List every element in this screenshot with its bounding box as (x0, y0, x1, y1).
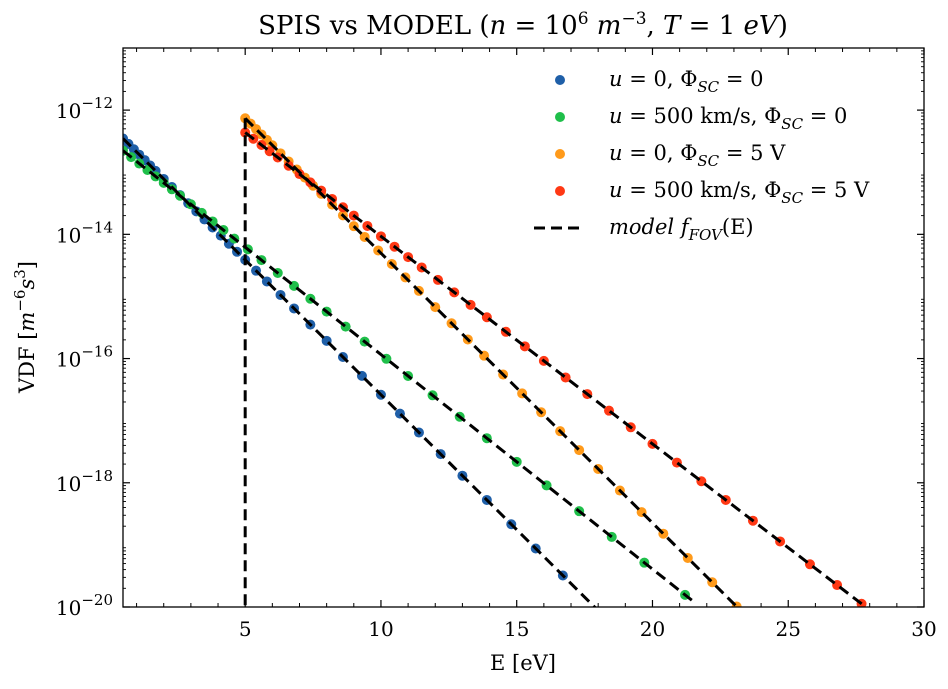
y-tick-label: 10−18 (56, 467, 113, 496)
model-line (244, 117, 740, 607)
y-ticks: 10−20 10−18 10−16 10−14 10−12 (56, 50, 924, 620)
x-tick-label: 15 (504, 617, 529, 641)
legend: u = 0, ΦSC = 0 u = 500 km/s, ΦSC = 0 u = 0… (534, 67, 870, 244)
y-tick-label: 10−16 (56, 343, 113, 372)
y-tick-label: 10−12 (56, 94, 113, 123)
x-tick-label: 10 (368, 617, 393, 641)
plot-frame (122, 47, 925, 608)
legend-marker (555, 75, 565, 85)
legend-marker (555, 186, 565, 196)
y-tick-label: 10−14 (56, 218, 113, 247)
legend-marker (555, 112, 565, 122)
x-axis-label: E [eV] (490, 651, 556, 675)
legend-label: u = 500 km/s, ΦSC = 0 (609, 104, 847, 133)
model-line (123, 137, 597, 607)
plot-area (123, 113, 869, 618)
x-tick-label: 25 (776, 617, 801, 641)
y-tick-label: 10−20 (56, 591, 113, 620)
legend-label: u = 0, ΦSC = 5 V (609, 141, 786, 170)
x-ticks: 5 10 15 20 25 30 (136, 48, 937, 641)
model-layer (123, 117, 869, 607)
x-tick-label: 5 (239, 617, 252, 641)
model-line (244, 131, 869, 607)
legend-label: u = 500 km/s, ΦSC = 5 V (609, 178, 870, 207)
chart-title: SPIS vs MODEL (n = 106 m−3, T = 1 eV) (258, 9, 788, 41)
y-axis-label: VDF [m−6s3] (11, 261, 39, 394)
model-line (123, 149, 695, 603)
data-point (596, 608, 606, 618)
x-tick-label: 30 (911, 617, 936, 641)
legend-label: u = 0, ΦSC = 0 (609, 67, 763, 96)
legend-marker (555, 149, 565, 159)
x-tick-label: 20 (640, 617, 665, 641)
legend-label: model fFOV(E) (609, 215, 754, 244)
